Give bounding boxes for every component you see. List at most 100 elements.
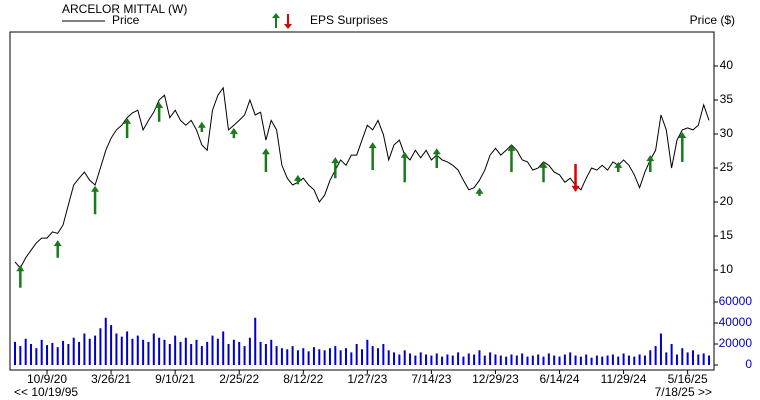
eps-arrow-head — [432, 148, 441, 155]
volume-bar — [142, 339, 145, 365]
y-tick-label: 25 — [720, 160, 734, 174]
eps-arrow — [123, 117, 132, 139]
eps-arrow — [261, 148, 270, 173]
eps-arrow — [539, 161, 548, 183]
eps-arrow — [432, 148, 441, 169]
volume-bar — [163, 339, 166, 365]
eps-arrow — [229, 127, 238, 139]
volume-bar — [681, 348, 684, 365]
volume-bar — [232, 339, 235, 365]
x-tick-label: 1/27/23 — [347, 372, 387, 386]
volume-bar — [595, 355, 598, 365]
volume-bar — [510, 354, 513, 365]
volume-bar — [344, 348, 347, 365]
eps-arrow — [400, 151, 409, 183]
volume-bar — [622, 353, 625, 365]
volume-bar — [467, 353, 470, 365]
volume-bar — [590, 357, 593, 365]
x-tick-label: 12/29/23 — [472, 372, 519, 386]
volume-bar — [611, 354, 614, 365]
volume-bar — [697, 354, 700, 365]
volume-bar — [526, 356, 529, 365]
eps-arrow — [16, 265, 25, 288]
eps-arrow — [614, 161, 623, 173]
x-tick-label: 6/14/24 — [539, 372, 579, 386]
volume-bar — [633, 356, 636, 365]
volume-bar — [451, 355, 454, 365]
eps-arrow — [571, 163, 580, 192]
volume-bar — [254, 317, 257, 365]
eps-arrow — [293, 174, 302, 185]
eps-arrow-head — [368, 142, 377, 149]
eps-arrow-head — [646, 155, 655, 162]
volume-bar — [158, 337, 161, 365]
plot-frame — [9, 31, 715, 371]
volume-bar — [654, 346, 657, 365]
nav-link[interactable]: << 10/19/95 — [14, 385, 78, 399]
volume-bar — [430, 355, 433, 365]
y-tick-label: 15 — [720, 228, 734, 242]
volume-bar — [489, 352, 492, 365]
eps-arrow-head — [123, 117, 132, 124]
eps-arrow — [507, 144, 516, 173]
eps-arrow-head — [571, 185, 580, 192]
eps-arrow-head — [507, 144, 516, 151]
volume-bar — [553, 355, 556, 365]
volume-bar — [30, 344, 33, 365]
eps-arrow — [646, 155, 655, 173]
price-line — [14, 86, 710, 269]
volume-bar — [270, 339, 273, 365]
volume-bar — [649, 350, 652, 365]
x-tick-label: 3/26/21 — [91, 372, 131, 386]
volume-bar — [708, 355, 710, 365]
volume-bar — [115, 333, 118, 365]
legend-label: Price — [112, 13, 140, 27]
volume-bar — [643, 355, 646, 365]
volume-bar — [168, 344, 171, 365]
volume-bar — [398, 354, 401, 365]
x-tick-label: 9/10/21 — [155, 372, 195, 386]
volume-bar — [478, 350, 481, 365]
volume-bar — [286, 349, 289, 365]
eps-arrow — [197, 121, 206, 132]
volume-bar — [601, 356, 604, 365]
legend-eps-icon — [272, 13, 292, 29]
volume-bar — [483, 355, 486, 365]
eps-arrow-head — [91, 185, 100, 192]
volume-bar — [361, 349, 363, 365]
volume-bar — [222, 331, 225, 365]
volume-bar — [179, 341, 182, 365]
eps-arrow — [678, 131, 687, 162]
eps-arrow-head — [229, 127, 238, 134]
eps-arrow-head — [539, 161, 548, 168]
volume-bar — [72, 337, 75, 365]
volume-tick-label: 40000 — [719, 315, 753, 329]
volume-bar — [312, 347, 315, 365]
volume-bar — [94, 335, 97, 365]
volume-bar — [606, 355, 609, 365]
volume-bar — [67, 344, 70, 365]
volume-bar — [403, 350, 406, 365]
volume-bar — [441, 356, 444, 365]
nav-link[interactable]: 7/18/25 >> — [655, 385, 712, 399]
volume-bar — [211, 335, 214, 365]
eps-arrow-head — [261, 148, 270, 155]
volume-bar — [366, 339, 369, 365]
volume-bar — [691, 350, 694, 365]
eps-arrow-head — [678, 131, 687, 138]
volume-bar — [227, 344, 230, 365]
volume-bar — [393, 352, 396, 365]
volume-bar — [675, 354, 678, 365]
x-tick-label: 10/9/20 — [27, 372, 67, 386]
y-axis-label: Price ($) — [690, 13, 735, 27]
volume-bar — [435, 353, 438, 365]
volume-bar — [617, 356, 620, 365]
volume-bar — [377, 348, 380, 365]
volume-bar — [419, 352, 422, 365]
volume-bar — [323, 350, 326, 365]
volume-bar — [579, 356, 582, 365]
volume-bar — [78, 341, 81, 365]
volume-bar — [446, 354, 449, 365]
volume-bar — [494, 354, 497, 365]
